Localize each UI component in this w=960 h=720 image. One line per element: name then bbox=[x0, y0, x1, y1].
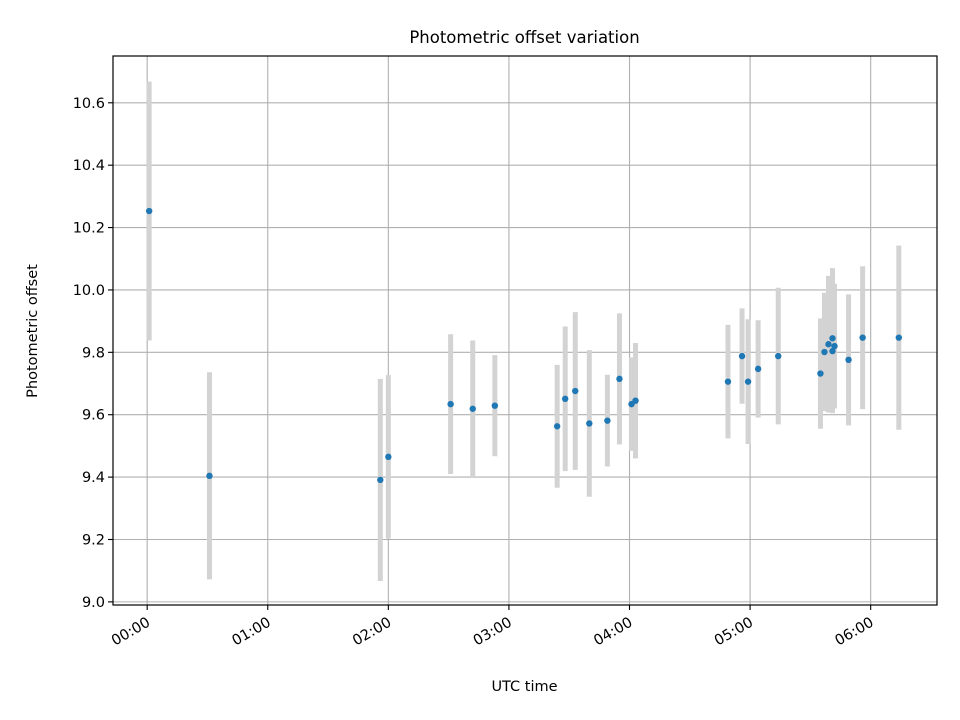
y-tick-label: 10.4 bbox=[73, 158, 105, 174]
data-point bbox=[572, 387, 579, 395]
data-point bbox=[491, 402, 499, 409]
data-point bbox=[447, 400, 454, 408]
y-tick-label: 10.0 bbox=[73, 283, 105, 299]
data-point bbox=[553, 423, 561, 430]
data-point bbox=[145, 207, 153, 215]
data-point bbox=[829, 335, 836, 342]
data-point bbox=[385, 453, 392, 461]
data-point bbox=[775, 352, 782, 360]
y-axis-label: Photometric offset bbox=[25, 264, 41, 398]
data-point bbox=[817, 370, 824, 377]
chart-title: Photometric offset variation bbox=[409, 28, 639, 47]
data-point bbox=[738, 352, 746, 360]
data-point bbox=[724, 378, 732, 385]
data-point bbox=[859, 334, 866, 341]
data-point bbox=[632, 397, 639, 404]
plot-frame bbox=[112, 55, 938, 606]
data-point bbox=[831, 342, 838, 350]
data-point bbox=[821, 348, 828, 356]
point-layer bbox=[145, 207, 903, 484]
y-tick-label: 9.4 bbox=[82, 470, 105, 486]
data-point bbox=[744, 378, 752, 385]
data-point bbox=[845, 356, 852, 364]
y-tick-label: 9.8 bbox=[82, 345, 105, 361]
data-point bbox=[895, 334, 903, 341]
y-tick-label: 9.6 bbox=[82, 408, 105, 424]
data-point bbox=[469, 405, 476, 412]
data-point bbox=[616, 375, 623, 383]
data-point bbox=[754, 365, 762, 373]
data-point bbox=[829, 347, 836, 355]
data-point bbox=[377, 476, 384, 484]
data-point bbox=[561, 395, 569, 403]
y-tick-label: 9.0 bbox=[82, 595, 105, 611]
data-point bbox=[604, 417, 611, 424]
data-point bbox=[206, 472, 213, 480]
y-tick-label: 10.2 bbox=[73, 221, 105, 237]
data-point bbox=[586, 420, 593, 427]
y-tick-label: 9.2 bbox=[82, 532, 105, 548]
y-tick-label: 10.6 bbox=[73, 96, 105, 112]
data-point bbox=[825, 341, 832, 348]
x-axis-label: UTC time bbox=[491, 679, 557, 695]
